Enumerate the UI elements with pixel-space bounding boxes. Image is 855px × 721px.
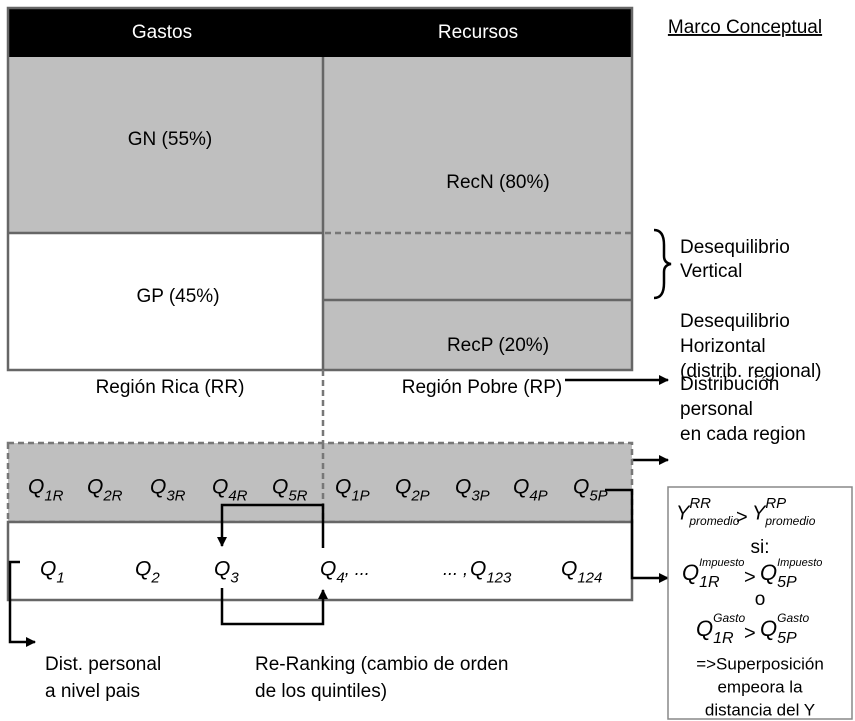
term-base: Q [561, 558, 577, 581]
brace [653, 228, 672, 300]
term-prefix: ... , [443, 559, 468, 579]
note: Desequilibrio [680, 237, 790, 258]
caption: de los quintiles) [255, 681, 387, 702]
term-sub: 123 [486, 569, 512, 586]
gn-cell [8, 57, 323, 233]
term-sub: 3 [230, 569, 239, 586]
term-sub: 4R [228, 487, 247, 504]
term-base: Q [40, 558, 56, 581]
term-sub: 1 [56, 569, 64, 586]
term-sub: 2 [150, 569, 160, 586]
term-base: Q [272, 476, 288, 499]
term-suffix: , ... [345, 559, 370, 579]
arrow [8, 560, 36, 647]
note: Horizontal [680, 336, 766, 357]
term-sub: 1P [351, 487, 369, 504]
cell-label: RecN (80%) [446, 172, 549, 193]
term-sub: 124 [577, 569, 602, 586]
term-base: Q [682, 560, 699, 585]
region-label: Región Rica (RR) [96, 377, 245, 398]
note: Vertical [680, 261, 742, 282]
condition-box [667, 486, 853, 720]
term-sup: Gasto [777, 611, 809, 625]
term-sub: 5P [777, 630, 797, 647]
term-sub: 5R [288, 487, 307, 504]
operator: > [744, 622, 756, 644]
term-sup: RR [689, 495, 711, 512]
note: Distribución [680, 374, 779, 395]
term-base: Q [470, 558, 486, 581]
caption: Dist. personal [45, 654, 161, 675]
column-header: Gastos [132, 22, 192, 43]
term-base: Q [455, 476, 471, 499]
cell-label: GP (45%) [136, 286, 219, 307]
rec-cell [323, 57, 632, 370]
term-base: Q [696, 616, 713, 641]
arrow [605, 488, 669, 583]
note: personal [680, 399, 753, 420]
term-sub: 3R [166, 487, 185, 504]
regional-band [6, 441, 634, 524]
term-sub: promedio [688, 514, 739, 528]
term-sub: 4P [529, 487, 547, 504]
term-base: Q [214, 558, 230, 581]
table-border [6, 6, 634, 372]
term-sup: Impuesto [777, 557, 822, 569]
term-sup: RP [765, 495, 786, 512]
caption: a nivel pais [45, 681, 140, 702]
term-sup: Impuesto [699, 557, 744, 569]
note: Desequilibrio [680, 311, 790, 332]
arrow [217, 503, 325, 548]
note: en cada region [680, 424, 806, 445]
conclusion: =>Superposición [696, 654, 824, 673]
operator: > [736, 506, 748, 528]
term-base: Q [395, 476, 411, 499]
conclusion: distancia del Y [705, 700, 815, 719]
term-base: Q [760, 616, 777, 641]
term-base: Q [212, 476, 228, 499]
link[interactable]: Marco Conceptual [668, 17, 822, 38]
cell-label: GN (55%) [128, 129, 212, 150]
term-base: Q [513, 476, 529, 499]
term-base: Q [573, 476, 589, 499]
gp-cell [8, 233, 323, 370]
term-sub: 1R [699, 574, 720, 591]
term-base: Y [676, 502, 691, 524]
term-sub: 5P [777, 574, 797, 591]
header-bar [8, 8, 632, 57]
term-sup: Gasto [713, 611, 745, 625]
term-base: Q [760, 560, 777, 585]
term-sub: 4 [336, 569, 344, 586]
column-header: Recursos [438, 22, 518, 43]
term-base: Q [87, 476, 103, 499]
caption: Re-Ranking (cambio de orden [255, 654, 508, 675]
term-sub: promedio [764, 514, 815, 528]
term-sub: 2P [410, 487, 429, 504]
conclusion: empeora la [717, 677, 803, 696]
condition: si: [751, 537, 770, 558]
term-base: Y [752, 502, 767, 524]
term-base: Q [135, 558, 151, 581]
note: (distrib. regional) [680, 361, 822, 382]
term-base: Q [335, 476, 351, 499]
term-sub: 3P [471, 487, 489, 504]
term-base: Q [28, 476, 44, 499]
cell-label: RecP (20%) [447, 335, 549, 356]
operator: > [744, 566, 756, 588]
term-base: Q [150, 476, 166, 499]
region-label: Región Pobre (RP) [402, 377, 563, 398]
term-base: Q [320, 558, 336, 581]
national-band [6, 520, 634, 602]
term-sub: 5P [589, 487, 607, 504]
term-sub: 1R [713, 630, 734, 647]
arrow [220, 588, 328, 626]
term-sub: 1R [44, 487, 63, 504]
or: o [755, 589, 766, 610]
term-sub: 2R [102, 487, 122, 504]
